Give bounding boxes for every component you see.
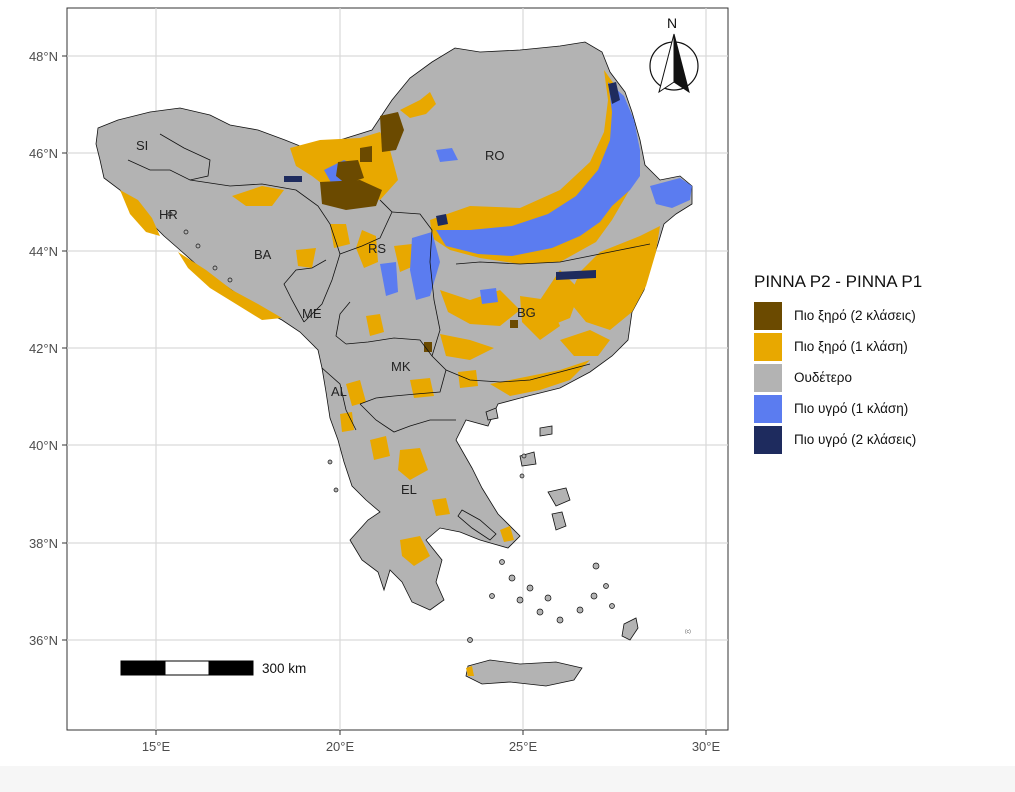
legend-label: Πιο υγρό (1 κλάση) bbox=[794, 401, 909, 416]
country-borders bbox=[127, 133, 651, 433]
y-tick-labels: 48°N 46°N 44°N 42°N 40°N 38°N 36°N bbox=[29, 49, 58, 648]
land-main bbox=[95, 41, 693, 611]
country-label-ro: RO bbox=[485, 148, 505, 163]
country-label-hr: HR bbox=[159, 207, 178, 222]
x-tick-labels: 15°E 20°E 25°E 30°E bbox=[142, 739, 721, 754]
x-tick-label: 20°E bbox=[326, 739, 355, 754]
north-label: N bbox=[667, 15, 677, 31]
y-tick-label: 38°N bbox=[29, 536, 58, 551]
country-labels: SI HR BA ME RS RO BG MK AL EL bbox=[136, 138, 536, 497]
legend-label: Πιο ξηρό (2 κλάσεις) bbox=[794, 308, 916, 323]
country-label-me: ME bbox=[302, 306, 322, 321]
legend-swatch bbox=[754, 363, 782, 392]
legend-label: Ουδέτερο bbox=[794, 370, 852, 385]
y-tick-label: 48°N bbox=[29, 49, 58, 64]
land-chios bbox=[551, 511, 567, 531]
land bbox=[95, 41, 693, 687]
legend-swatch bbox=[754, 332, 782, 361]
small-mark: (c) bbox=[685, 629, 691, 635]
legend-item: Πιο ξηρό (2 κλάσεις) bbox=[754, 300, 922, 331]
x-tick-label: 25°E bbox=[509, 739, 538, 754]
y-tick-label: 44°N bbox=[29, 244, 58, 259]
scale-bar: 300 km bbox=[120, 660, 306, 676]
y-tick-label: 40°N bbox=[29, 438, 58, 453]
country-label-rs: RS bbox=[368, 241, 386, 256]
legend-swatch bbox=[754, 394, 782, 423]
land-thasos bbox=[485, 407, 499, 421]
north-arrow: N bbox=[649, 15, 699, 94]
legend-title: PINNA P2 - PINNA P1 bbox=[754, 272, 923, 291]
legend-swatch bbox=[754, 301, 782, 330]
land-euboea bbox=[457, 509, 497, 541]
country-label-el: EL bbox=[401, 482, 417, 497]
x-tick-label: 30°E bbox=[692, 739, 721, 754]
legend-label: Πιο υγρό (2 κλάσεις) bbox=[794, 432, 917, 447]
legend-item: Πιο υγρό (1 κλάση) bbox=[754, 393, 922, 424]
y-axis bbox=[62, 55, 67, 641]
country-label-ba: BA bbox=[254, 247, 272, 262]
legend-item: Πιο υγρό (2 κλάσεις) bbox=[754, 424, 922, 455]
country-label-bg: BG bbox=[517, 305, 536, 320]
class-drier-2 bbox=[320, 112, 518, 352]
legend-swatch bbox=[754, 425, 782, 454]
land-crete bbox=[465, 659, 583, 687]
y-tick-label: 46°N bbox=[29, 146, 58, 161]
class-wetter-2 bbox=[284, 82, 620, 280]
map-panel: SI HR BA ME RS RO BG MK AL EL N 300 km (… bbox=[29, 7, 729, 754]
legend-label: Πιο ξηρό (1 κλάση) bbox=[794, 339, 908, 354]
land-lesbos bbox=[547, 487, 571, 507]
scale-label: 300 km bbox=[262, 661, 306, 676]
x-axis bbox=[155, 730, 707, 735]
legend: PINNA P2 - PINNA P1 Πιο ξηρό (2 κλάσεις)… bbox=[754, 272, 922, 455]
legend-item: Πιο ξηρό (1 κλάση) bbox=[754, 331, 922, 362]
bottom-strip bbox=[0, 766, 1015, 792]
land-samothraki bbox=[539, 425, 553, 437]
country-label-al: AL bbox=[331, 384, 347, 399]
north-arrow-right-half bbox=[673, 33, 690, 94]
y-tick-label: 42°N bbox=[29, 341, 58, 356]
x-tick-label: 15°E bbox=[142, 739, 171, 754]
legend-item: Ουδέτερο bbox=[754, 362, 922, 393]
small-islands bbox=[167, 211, 615, 643]
land-rhodes bbox=[621, 617, 639, 641]
y-tick-label: 36°N bbox=[29, 633, 58, 648]
country-label-mk: MK bbox=[391, 359, 411, 374]
country-label-si: SI bbox=[136, 138, 148, 153]
